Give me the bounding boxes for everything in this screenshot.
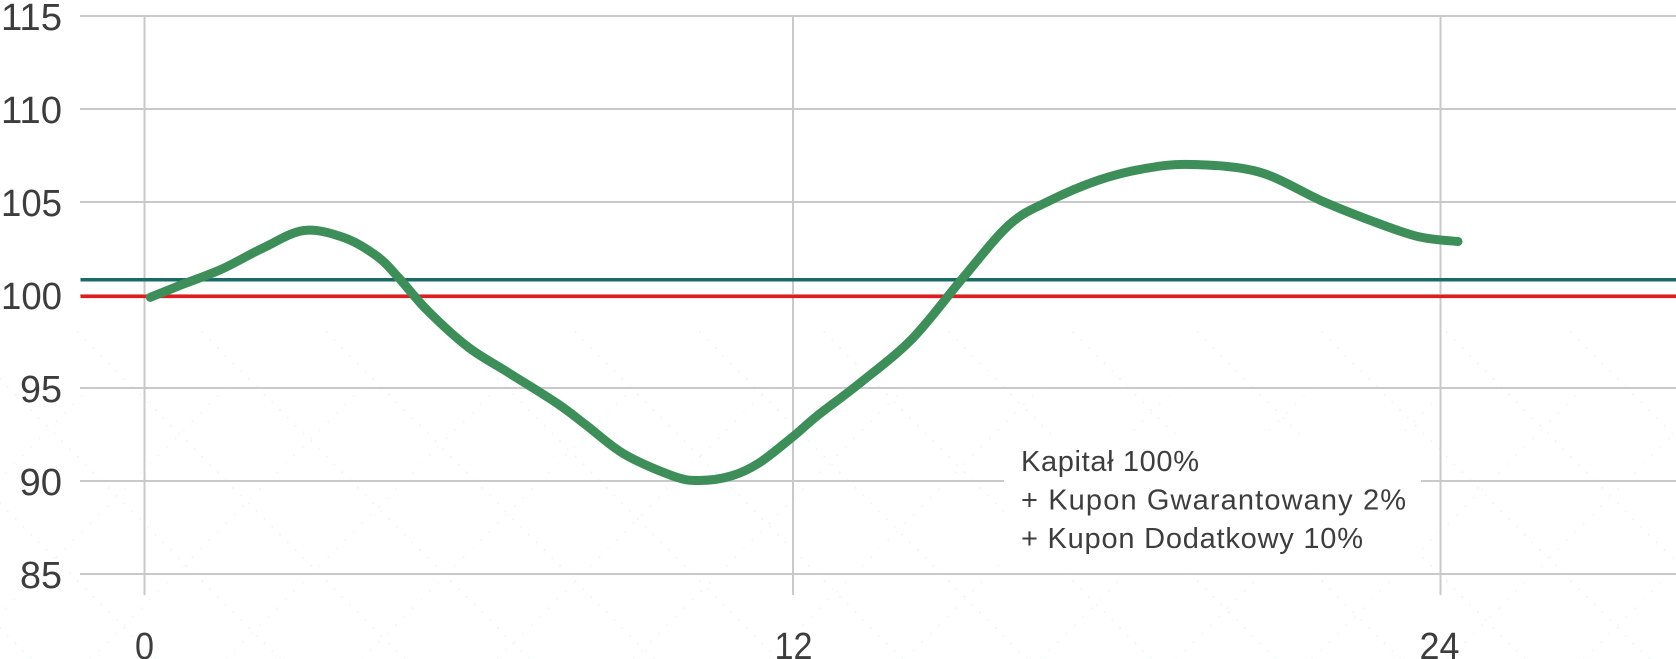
- svg-text:100: 100: [1, 276, 62, 318]
- svg-text:110: 110: [1, 90, 62, 132]
- svg-text:90: 90: [20, 462, 63, 504]
- svg-text:0: 0: [135, 626, 154, 659]
- svg-text:+ Kupon Gwarantowany 2%: + Kupon Gwarantowany 2%: [1021, 485, 1406, 517]
- svg-text:Kapitał 100%: Kapitał 100%: [1021, 446, 1199, 478]
- svg-text:115: 115: [1, 0, 62, 39]
- svg-text:105: 105: [1, 183, 62, 225]
- svg-text:24: 24: [1420, 626, 1460, 659]
- svg-text:12: 12: [775, 626, 813, 659]
- svg-text:95: 95: [20, 369, 62, 411]
- svg-text:+ Kupon Dodatkowy 10%: + Kupon Dodatkowy 10%: [1021, 523, 1363, 555]
- svg-text:85: 85: [20, 555, 62, 597]
